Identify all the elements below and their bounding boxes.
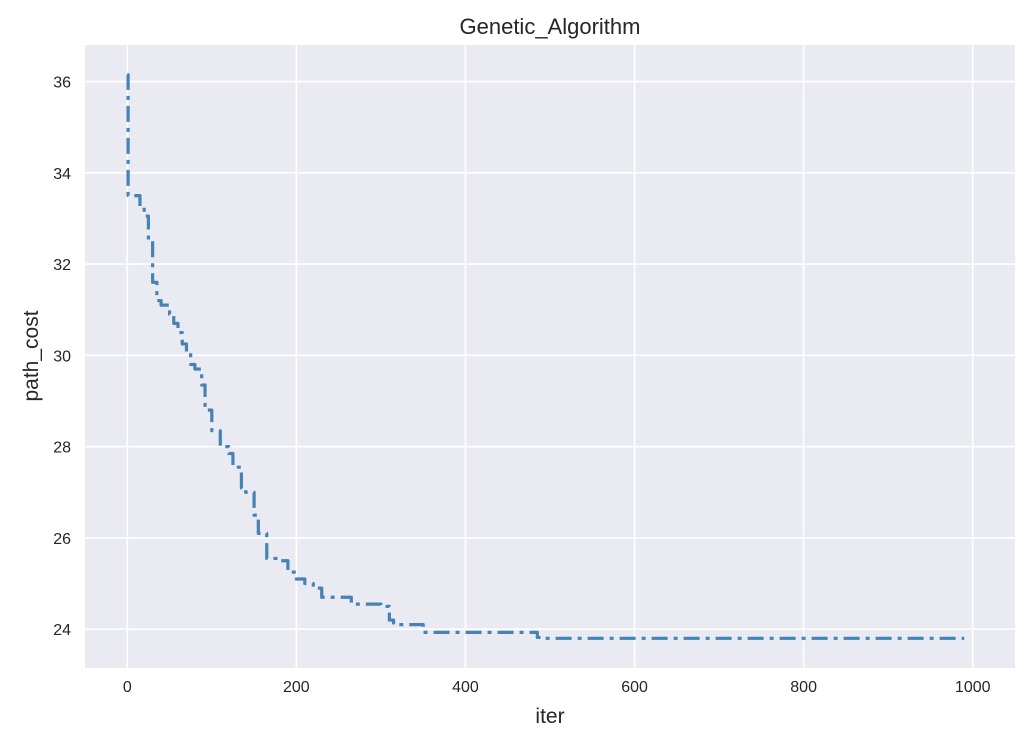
grid-lines <box>85 45 1015 668</box>
series-line <box>126 73 965 640</box>
x-tick-label: 0 <box>123 679 132 696</box>
y-axis-label: path_cost <box>20 310 43 401</box>
chart-title: Genetic_Algorithm <box>460 14 641 39</box>
x-tick-label: 400 <box>452 679 479 696</box>
x-axis-label: iter <box>535 705 564 728</box>
y-tick-labels: 24 26 28 30 32 34 36 <box>53 75 71 640</box>
y-tick-label: 36 <box>53 75 71 92</box>
x-tick-label: 800 <box>790 679 817 696</box>
x-tick-label: 1000 <box>955 679 991 696</box>
y-tick-label: 24 <box>53 622 71 639</box>
plot-background <box>85 45 1015 668</box>
x-tick-label: 600 <box>621 679 648 696</box>
y-tick-label: 26 <box>53 531 71 548</box>
y-tick-label: 28 <box>53 440 71 457</box>
x-tick-label: 200 <box>283 679 310 696</box>
y-tick-label: 32 <box>53 257 71 274</box>
x-tick-labels: 0 200 400 600 800 1000 <box>123 679 991 696</box>
y-tick-label: 34 <box>53 166 71 183</box>
series-layer <box>126 73 965 640</box>
y-tick-label: 30 <box>53 348 71 365</box>
